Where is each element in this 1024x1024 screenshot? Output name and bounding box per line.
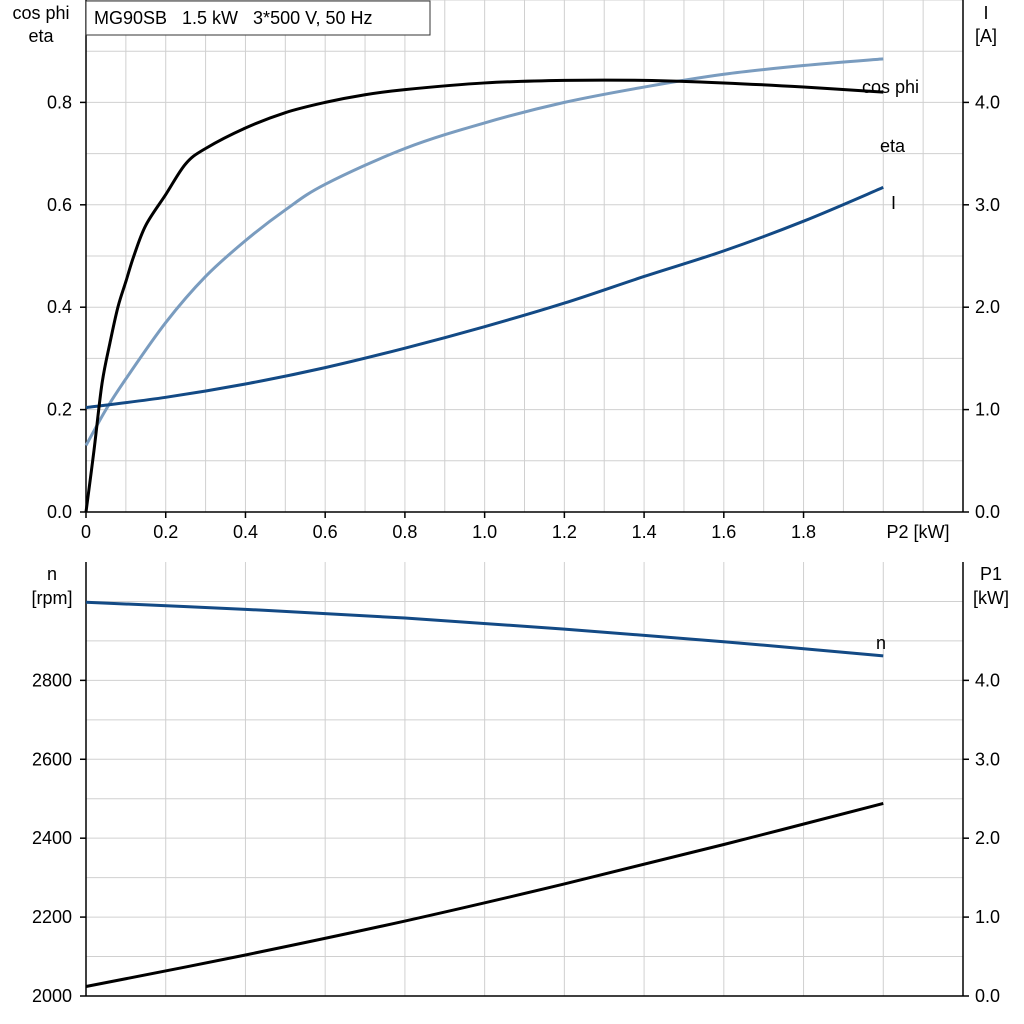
bottom-right-tick-label: 4.0 (975, 670, 1000, 690)
bottom-left-tick-label: 2200 (32, 907, 72, 927)
bottom-series-group (85, 600, 884, 989)
bottom-right-tick-label: 0.0 (975, 986, 1000, 1006)
x-axis-title: P2 [kW] (886, 522, 949, 542)
top-right-axis-title-2: [A] (975, 26, 997, 46)
top-left-tick-label: 0.6 (47, 195, 72, 215)
top-right-tick-label: 0.0 (975, 502, 1000, 522)
bottom-chart-grid (86, 562, 964, 996)
top-left-tick-label: 0.0 (47, 502, 72, 522)
x-tick-label: 1.0 (472, 522, 497, 542)
title-box (85, 0, 431, 36)
series-p1-line (85, 802, 884, 989)
x-tick-label: 1.6 (711, 522, 736, 542)
bottom-left-tick-labels: 2000 2200 2400 2600 2800 (32, 670, 86, 1006)
top-right-tick-label: 2.0 (975, 297, 1000, 317)
bottom-right-tick-labels: 0.0 1.0 2.0 3.0 4.0 (963, 670, 1000, 1006)
series-eta-line (84, 78, 884, 513)
top-left-axis-title-1: cos phi (12, 3, 69, 23)
series-speed-line (85, 600, 884, 658)
bottom-left-axis-title-1: n (47, 564, 57, 584)
top-x-tick-labels: 0 0.2 0.4 0.6 0.8 1.0 1.2 1.4 1.6 1.8 (81, 512, 816, 542)
x-tick-label: 0.6 (313, 522, 338, 542)
top-left-tick-label: 0.2 (47, 400, 72, 420)
top-right-tick-labels: 0.0 1.0 2.0 3.0 4.0 (963, 92, 1000, 522)
top-left-tick-label: 0.8 (47, 92, 72, 112)
series-label-eta: eta (880, 136, 906, 156)
x-tick-label: 1.8 (791, 522, 816, 542)
bottom-right-axis-title-1: P1 (980, 564, 1002, 584)
bottom-left-tick-label: 2800 (32, 670, 72, 690)
top-right-tick-label: 4.0 (975, 92, 1000, 112)
bottom-right-tick-label: 1.0 (975, 907, 1000, 927)
series-current-line (85, 186, 884, 410)
bottom-right-tick-label: 2.0 (975, 828, 1000, 848)
top-right-tick-label: 1.0 (975, 400, 1000, 420)
x-tick-label: 0.2 (153, 522, 178, 542)
bottom-left-tick-label: 2600 (32, 749, 72, 769)
top-series-group (84, 57, 884, 513)
bottom-left-tick-label: 2400 (32, 828, 72, 848)
top-left-tick-labels: 0.0 0.2 0.4 0.6 0.8 (47, 92, 86, 522)
x-tick-label: 1.4 (632, 522, 657, 542)
series-cos-phi-line (84, 57, 884, 447)
top-right-axis-title-1: I (983, 3, 988, 23)
x-tick-label: 0.4 (233, 522, 258, 542)
top-left-axis-title-2: eta (28, 26, 54, 46)
bottom-left-tick-label: 2000 (32, 986, 72, 1006)
series-label-current: I (891, 193, 896, 213)
series-label-speed: n (876, 633, 886, 653)
series-label-cos-phi: cos phi (862, 77, 919, 97)
top-right-tick-label: 3.0 (975, 195, 1000, 215)
x-tick-label: 0.8 (392, 522, 417, 542)
bottom-right-axis-title-2: [kW] (973, 588, 1009, 608)
x-tick-label: 1.2 (552, 522, 577, 542)
x-tick-label: 0 (81, 522, 91, 542)
bottom-right-tick-label: 3.0 (975, 749, 1000, 769)
top-chart-grid (86, 0, 963, 512)
chart-title: MG90SB 1.5 kW 3*500 V, 50 Hz (94, 8, 372, 28)
top-left-tick-label: 0.4 (47, 297, 72, 317)
bottom-left-axis-title-2: [rpm] (31, 588, 72, 608)
